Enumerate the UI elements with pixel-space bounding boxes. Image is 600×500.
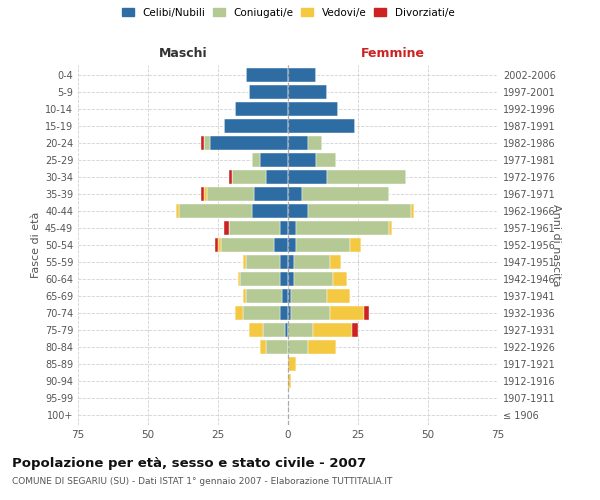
Bar [288, 272, 293, 286]
Bar [235, 306, 243, 320]
Bar [296, 238, 350, 252]
Bar [352, 322, 358, 337]
Bar [288, 204, 308, 218]
Bar [308, 340, 335, 354]
Bar [246, 68, 288, 82]
Bar [330, 255, 341, 269]
Bar [308, 204, 411, 218]
Bar [215, 238, 218, 252]
Bar [243, 288, 246, 303]
Bar [350, 238, 361, 252]
Bar [288, 136, 308, 150]
Bar [293, 272, 333, 286]
Bar [246, 255, 280, 269]
Bar [296, 221, 389, 235]
Bar [260, 153, 288, 168]
Text: Popolazione per età, sesso e stato civile - 2007: Popolazione per età, sesso e stato civil… [12, 458, 366, 470]
Bar [246, 288, 283, 303]
Bar [218, 238, 221, 252]
Bar [254, 187, 288, 202]
Bar [288, 340, 308, 354]
Bar [280, 306, 288, 320]
Bar [302, 187, 389, 202]
Text: Femmine: Femmine [361, 47, 425, 60]
Bar [280, 272, 288, 286]
Bar [364, 306, 369, 320]
Bar [291, 306, 330, 320]
Bar [204, 187, 207, 202]
Y-axis label: Anni di nascita: Anni di nascita [551, 204, 561, 286]
Bar [333, 272, 347, 286]
Bar [288, 170, 327, 184]
Bar [266, 340, 288, 354]
Bar [288, 102, 338, 117]
Bar [251, 204, 288, 218]
Bar [411, 204, 414, 218]
Bar [313, 322, 352, 337]
Bar [288, 255, 293, 269]
Bar [288, 68, 316, 82]
Bar [288, 221, 296, 235]
Bar [263, 322, 285, 337]
Bar [316, 153, 335, 168]
Bar [229, 170, 232, 184]
Bar [251, 153, 260, 168]
Legend: Celibi/Nubili, Coniugati/e, Vedovi/e, Divorziati/e: Celibi/Nubili, Coniugati/e, Vedovi/e, Di… [122, 8, 454, 18]
Bar [235, 102, 288, 117]
Bar [179, 204, 251, 218]
Bar [288, 85, 327, 100]
Bar [243, 255, 246, 269]
Y-axis label: Fasce di età: Fasce di età [31, 212, 41, 278]
Bar [176, 204, 179, 218]
Bar [243, 306, 280, 320]
Bar [204, 136, 209, 150]
Bar [327, 170, 406, 184]
Bar [288, 322, 313, 337]
Bar [308, 136, 322, 150]
Bar [280, 221, 288, 235]
Bar [224, 119, 288, 134]
Bar [232, 170, 266, 184]
Bar [207, 187, 254, 202]
Bar [266, 170, 288, 184]
Bar [288, 119, 355, 134]
Bar [288, 356, 296, 371]
Bar [229, 221, 280, 235]
Bar [274, 238, 288, 252]
Bar [260, 340, 266, 354]
Bar [327, 288, 350, 303]
Bar [288, 288, 291, 303]
Bar [291, 288, 327, 303]
Bar [330, 306, 364, 320]
Bar [293, 255, 330, 269]
Bar [283, 288, 288, 303]
Bar [201, 136, 204, 150]
Bar [288, 238, 296, 252]
Bar [241, 272, 280, 286]
Bar [249, 85, 288, 100]
Bar [224, 221, 229, 235]
Bar [285, 322, 288, 337]
Bar [280, 255, 288, 269]
Bar [249, 322, 263, 337]
Bar [288, 153, 316, 168]
Bar [201, 187, 204, 202]
Bar [288, 374, 291, 388]
Bar [288, 187, 302, 202]
Bar [209, 136, 288, 150]
Bar [288, 306, 291, 320]
Text: COMUNE DI SEGARIU (SU) - Dati ISTAT 1° gennaio 2007 - Elaborazione TUTTITALIA.IT: COMUNE DI SEGARIU (SU) - Dati ISTAT 1° g… [12, 478, 392, 486]
Text: Maschi: Maschi [158, 47, 208, 60]
Bar [221, 238, 274, 252]
Bar [389, 221, 392, 235]
Bar [238, 272, 241, 286]
